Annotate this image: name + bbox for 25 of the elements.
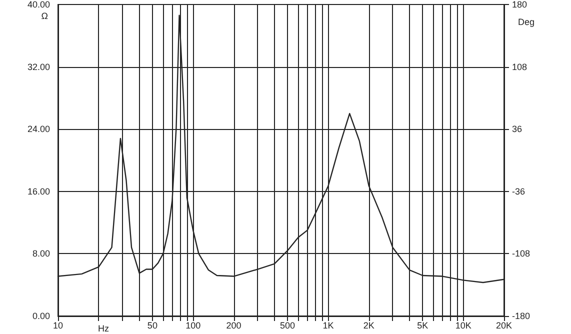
x-axis-title: Hz	[98, 324, 110, 334]
x-tick-label: 200	[226, 320, 242, 330]
x-tick-label: 50	[147, 320, 158, 330]
x-tick-label: 5K	[417, 320, 428, 330]
y2-tick-label: -36	[512, 186, 526, 196]
x-tick-label: 2K	[363, 320, 374, 330]
y-tick-label: 24.00	[27, 124, 50, 134]
y-tick-label: 32.00	[27, 62, 50, 72]
y-tick-label: 16.00	[27, 186, 50, 196]
y2-tick-label: -108	[512, 248, 530, 259]
y-tick-label: 40.00	[27, 0, 50, 10]
y2-axis-title: Deg	[518, 17, 535, 27]
y2-tick-label: 36	[512, 124, 522, 134]
x-tick-label: 1K	[322, 320, 334, 330]
y2-tick-label: -180	[512, 311, 530, 321]
x-tick-label: 10	[52, 320, 64, 330]
y-tick-label: 8.00	[32, 248, 50, 259]
y2-tick-label: 108	[512, 62, 528, 72]
x-tick-label: 100	[186, 320, 201, 330]
x-tick-label: 20K	[496, 320, 512, 330]
x-tick-label: 10K	[455, 320, 472, 330]
y-tick-label: 0.00	[32, 311, 50, 321]
y2-tick-label: 180	[512, 0, 528, 10]
y-axis-title: Ω	[41, 11, 48, 21]
x-tick-label: 500	[280, 320, 296, 330]
